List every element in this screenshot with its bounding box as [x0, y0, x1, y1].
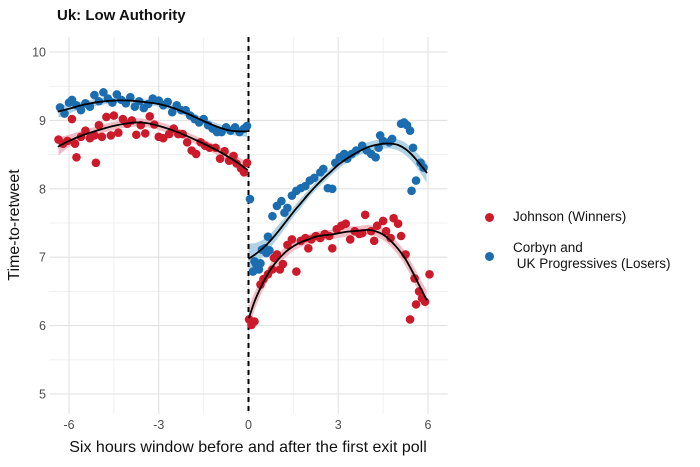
data-point	[215, 154, 225, 164]
data-point	[191, 149, 201, 159]
x-tick-label: 0	[245, 418, 252, 432]
data-point	[411, 300, 421, 309]
data-point	[408, 143, 418, 153]
data-point	[277, 196, 286, 206]
data-point	[76, 105, 86, 115]
data-point	[411, 176, 421, 185]
data-point	[55, 103, 65, 112]
data-point	[287, 235, 297, 244]
data-point	[292, 267, 301, 276]
data-point	[158, 133, 168, 143]
data-point	[91, 158, 101, 168]
data-point	[378, 216, 388, 226]
y-tick-label: 9	[39, 114, 46, 128]
data-point	[371, 153, 380, 162]
data-point	[278, 259, 288, 269]
data-point	[114, 128, 123, 138]
data-point	[319, 164, 328, 174]
x-tick-label: -6	[63, 418, 74, 432]
chart-title: Uk: Low Authority	[57, 7, 186, 24]
data-point	[327, 184, 337, 194]
data-point	[345, 235, 355, 244]
legend: Johnson (Winners) Corbyn and UK Progress…	[477, 209, 671, 287]
x-tick-label: 3	[335, 418, 342, 432]
data-point	[72, 153, 81, 162]
trend-line-1	[57, 99, 248, 133]
johnson-dot-swatch	[485, 212, 494, 222]
data-point	[265, 246, 274, 255]
data-point	[102, 112, 111, 122]
data-point	[393, 219, 403, 228]
x-tick-label: -3	[153, 418, 164, 432]
legend-item-corbyn: Corbyn and UK Progressives (Losers)	[477, 240, 671, 272]
data-point	[341, 219, 351, 228]
data-point	[387, 134, 397, 144]
data-point	[97, 132, 107, 142]
trend-line-1	[248, 142, 428, 260]
data-point	[245, 194, 255, 204]
data-point	[109, 111, 119, 120]
corbyn-dot-swatch	[485, 251, 494, 261]
data-point	[369, 236, 379, 246]
data-point	[163, 97, 173, 107]
data-point	[304, 244, 313, 253]
data-point	[145, 111, 155, 121]
data-point	[90, 90, 99, 100]
y-tick-label: 5	[39, 388, 46, 402]
legend-label-johnson: Johnson (Winners)	[513, 209, 627, 224]
data-point	[70, 139, 80, 148]
data-point	[263, 232, 273, 241]
data-point	[283, 203, 292, 213]
legend-item-johnson: Johnson (Winners)	[477, 209, 671, 225]
tick-labels: 5 6 7 8 9 10 -6 -3 0 3 6	[32, 46, 431, 433]
x-tick-label: 6	[425, 418, 432, 432]
data-point	[239, 168, 249, 177]
data-point	[405, 126, 415, 135]
trend-line-0	[57, 121, 248, 171]
y-tick-label: 10	[32, 46, 46, 60]
data-point	[324, 231, 334, 241]
panel	[49, 36, 448, 414]
y-tick-label: 8	[39, 182, 46, 196]
data-point	[94, 120, 104, 130]
data-point	[106, 131, 116, 140]
legend-label-corbyn: Corbyn and UK Progressives (Losers)	[513, 240, 671, 271]
y-tick-label: 6	[39, 319, 46, 333]
data-point	[268, 265, 277, 274]
data-point	[250, 317, 259, 326]
data-point	[405, 315, 415, 324]
data-point	[272, 250, 282, 259]
data-point	[182, 137, 192, 147]
data-point	[327, 244, 337, 253]
data-point	[310, 173, 319, 183]
trend-line-0	[248, 228, 428, 319]
data-point	[99, 88, 108, 97]
data-point	[126, 92, 135, 102]
data-point	[396, 231, 406, 241]
data-point	[268, 211, 277, 221]
data-point	[425, 270, 434, 279]
data-point	[167, 107, 177, 117]
data-point	[242, 158, 252, 168]
data-point	[90, 131, 99, 140]
data-point	[242, 121, 252, 131]
y-tick-label: 7	[39, 251, 46, 265]
data-point	[67, 114, 77, 124]
data-point	[360, 210, 370, 220]
data-point	[140, 129, 150, 138]
data-point	[386, 233, 395, 243]
data-point	[372, 221, 382, 231]
data-point	[407, 186, 416, 196]
data-point	[381, 226, 391, 236]
data-point	[256, 259, 265, 268]
x-axis-title: Six hours window before and after the fi…	[69, 439, 427, 456]
data-point	[132, 130, 141, 140]
